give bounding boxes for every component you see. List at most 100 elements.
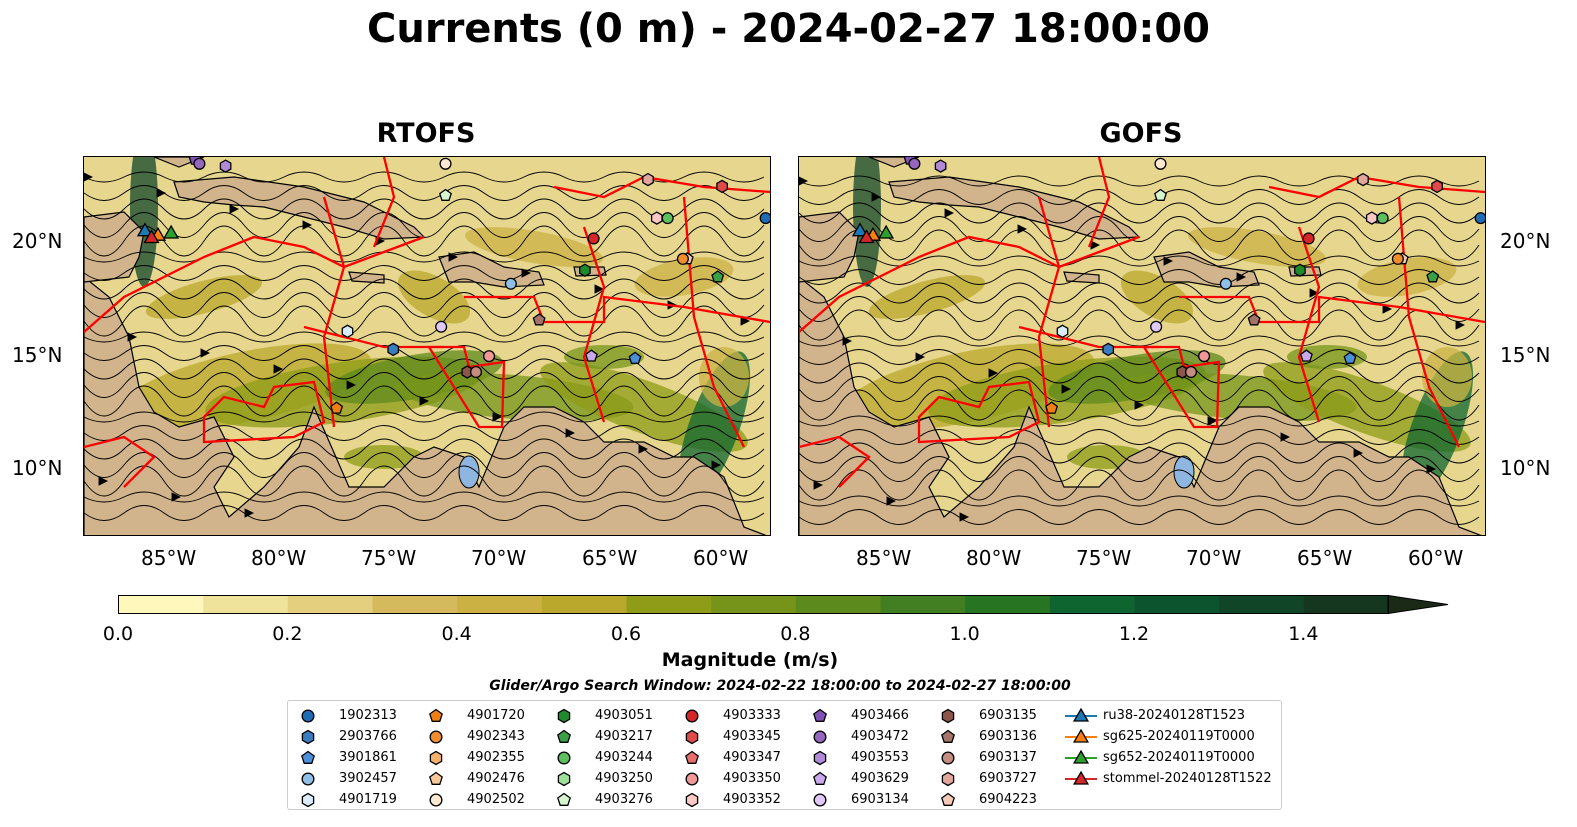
lat-tick-20-right: 20°N bbox=[1500, 229, 1551, 253]
colorbar-segment bbox=[1049, 595, 1135, 614]
legend-marker bbox=[557, 792, 571, 806]
float-marker bbox=[435, 320, 448, 333]
colorbar-segment bbox=[118, 595, 204, 614]
colorbar-segment bbox=[203, 595, 289, 614]
legend-label: 4903472 bbox=[851, 729, 909, 744]
glider-marker bbox=[136, 222, 154, 237]
float-marker bbox=[1198, 350, 1211, 363]
legend-label: 4902343 bbox=[467, 729, 525, 744]
legend-label: 4901720 bbox=[467, 708, 525, 723]
legend-label: 4903244 bbox=[595, 750, 653, 765]
float-marker bbox=[219, 159, 232, 173]
colorbar-tick: 1.0 bbox=[949, 623, 980, 645]
legend-label: 4903347 bbox=[723, 750, 781, 765]
float-marker bbox=[1474, 212, 1485, 225]
legend-label: 4903350 bbox=[723, 771, 781, 786]
legend-marker bbox=[1072, 749, 1090, 764]
float-marker bbox=[1299, 349, 1313, 362]
legend-marker bbox=[813, 730, 827, 744]
legend-marker bbox=[813, 793, 827, 807]
lat-tick-20-left: 20°N bbox=[12, 229, 63, 253]
legend: 1902313 2903766 3901861 3902457 4901719 49017… bbox=[287, 700, 1282, 810]
lon-tick-rtofs-65: 65°W bbox=[582, 546, 638, 570]
colorbar-segment bbox=[372, 595, 458, 614]
legend-label: 6903727 bbox=[979, 771, 1037, 786]
legend-marker bbox=[941, 751, 955, 765]
colorbar bbox=[118, 594, 1463, 619]
lon-tick-rtofs-70: 70°W bbox=[471, 546, 527, 570]
legend-label: 4903276 bbox=[595, 792, 653, 807]
land-mass bbox=[173, 176, 426, 240]
float-marker bbox=[1247, 313, 1261, 326]
legend-label: 4902476 bbox=[467, 771, 525, 786]
legend-label: 4903466 bbox=[851, 708, 909, 723]
colorbar-segment bbox=[965, 595, 1051, 614]
float-marker bbox=[193, 157, 206, 170]
legend-marker bbox=[429, 771, 443, 785]
float-marker bbox=[628, 351, 642, 364]
legend-marker bbox=[685, 792, 699, 808]
legend-label: 6903136 bbox=[979, 729, 1037, 744]
legend-label: 2903766 bbox=[339, 729, 397, 744]
legend-label: 4903629 bbox=[851, 771, 909, 786]
colorbar-segment bbox=[795, 595, 881, 614]
colorbar-segment bbox=[1303, 595, 1389, 614]
colorbar-extend-arrow bbox=[1387, 594, 1449, 615]
float-marker bbox=[1045, 401, 1059, 414]
legend-label: 4903250 bbox=[595, 771, 653, 786]
legend-marker bbox=[941, 771, 955, 787]
float-marker bbox=[661, 212, 674, 225]
colorbar-tick: 1.2 bbox=[1118, 623, 1150, 645]
float-marker bbox=[1056, 324, 1069, 339]
legend-marker bbox=[301, 709, 315, 723]
float-marker bbox=[584, 349, 598, 362]
land-mass bbox=[348, 271, 385, 284]
legend-label: sg625-20240119T0000 bbox=[1103, 729, 1255, 744]
float-marker bbox=[1357, 172, 1369, 187]
colorbar-segment bbox=[711, 595, 797, 614]
lon-tick-gofs-75: 75°W bbox=[1076, 546, 1132, 570]
legend-marker bbox=[813, 750, 827, 766]
float-marker bbox=[1184, 365, 1198, 379]
float-marker bbox=[387, 342, 400, 357]
float-marker bbox=[341, 324, 354, 339]
lon-tick-rtofs-60: 60°W bbox=[693, 546, 749, 570]
legend-marker bbox=[429, 793, 443, 807]
float-marker bbox=[759, 212, 770, 225]
legend-label: 4903352 bbox=[723, 792, 781, 807]
lon-tick-gofs-80: 80°W bbox=[966, 546, 1022, 570]
lon-tick-gofs-70: 70°W bbox=[1186, 546, 1242, 570]
legend-label: 4903217 bbox=[595, 729, 653, 744]
colorbar-segment bbox=[626, 595, 712, 614]
glider-marker bbox=[878, 224, 895, 239]
float-marker bbox=[1302, 232, 1315, 245]
glider-marker bbox=[858, 229, 875, 244]
legend-label: 4901719 bbox=[339, 792, 397, 807]
colorbar-segment bbox=[287, 595, 373, 614]
lon-tick-rtofs-75: 75°W bbox=[361, 546, 417, 570]
glider-marker bbox=[163, 224, 180, 239]
float-marker bbox=[439, 188, 452, 201]
legend-marker bbox=[429, 730, 443, 744]
float-marker bbox=[716, 179, 728, 194]
float-marker bbox=[439, 157, 452, 170]
float-marker bbox=[532, 313, 546, 326]
legend-marker bbox=[685, 772, 699, 786]
lon-tick-rtofs-80: 80°W bbox=[251, 546, 307, 570]
float-marker bbox=[1391, 252, 1404, 265]
glider-marker bbox=[143, 229, 160, 244]
float-marker bbox=[1343, 351, 1357, 364]
land-mass bbox=[1153, 251, 1260, 288]
legend-marker bbox=[557, 708, 571, 724]
float-marker bbox=[1154, 188, 1167, 201]
lat-tick-10-left: 10°N bbox=[12, 456, 63, 480]
legend-label: 4902355 bbox=[467, 750, 525, 765]
colorbar-tick: 0.2 bbox=[272, 623, 303, 645]
float-marker bbox=[1426, 270, 1440, 283]
legend-label: 6904223 bbox=[979, 792, 1037, 807]
legend-marker bbox=[557, 771, 571, 787]
float-marker bbox=[711, 270, 725, 283]
float-marker bbox=[650, 211, 663, 225]
float-marker bbox=[1102, 342, 1115, 357]
legend-label: 4903051 bbox=[595, 708, 653, 723]
